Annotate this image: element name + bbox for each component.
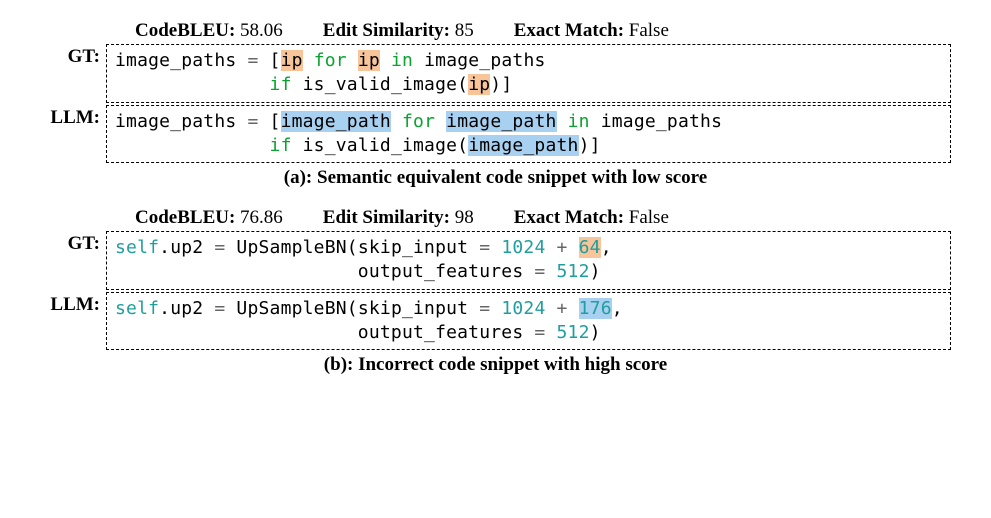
label-gt-a: GT:: [40, 44, 106, 68]
highlight-token: ip: [468, 74, 490, 95]
label-llm-b: LLM:: [40, 292, 106, 316]
highlight-token: ip: [358, 50, 380, 71]
highlight-token: 176: [579, 298, 612, 319]
metrics-row-a: CodeBLEU: 58.06 Edit Similarity: 85 Exac…: [135, 20, 951, 42]
label-gt-b: GT:: [40, 231, 106, 255]
metric-exactmatch: Exact Match: False: [514, 207, 669, 229]
highlight-token: image_path: [281, 111, 391, 132]
highlight-token: image_path: [468, 135, 578, 156]
example-a: CodeBLEU: 58.06 Edit Similarity: 85 Exac…: [40, 20, 951, 189]
caption-a: (a): Semantic equivalent code snippet wi…: [40, 167, 951, 189]
metric-codebleu: CodeBLEU: 58.06: [135, 20, 283, 42]
example-b: CodeBLEU: 76.86 Edit Similarity: 98 Exac…: [40, 207, 951, 376]
codebox-gt-a: image_paths = [ip for ip in image_paths …: [106, 44, 951, 103]
metrics-row-b: CodeBLEU: 76.86 Edit Similarity: 98 Exac…: [135, 207, 951, 229]
metric-codebleu: CodeBLEU: 76.86: [135, 207, 283, 229]
caption-b: (b): Incorrect code snippet with high sc…: [40, 354, 951, 376]
metric-editsim: Edit Similarity: 85: [323, 20, 474, 42]
metric-editsim: Edit Similarity: 98: [323, 207, 474, 229]
label-llm-a: LLM:: [40, 105, 106, 129]
metric-exactmatch: Exact Match: False: [514, 20, 669, 42]
codebox-llm-a: image_paths = [image_path for image_path…: [106, 105, 951, 164]
highlight-token: image_path: [446, 111, 556, 132]
highlight-token: 64: [579, 237, 601, 258]
codebox-gt-b: self.up2 = UpSampleBN(skip_input = 1024 …: [106, 231, 951, 290]
highlight-token: ip: [281, 50, 303, 71]
codebox-llm-b: self.up2 = UpSampleBN(skip_input = 1024 …: [106, 292, 951, 351]
